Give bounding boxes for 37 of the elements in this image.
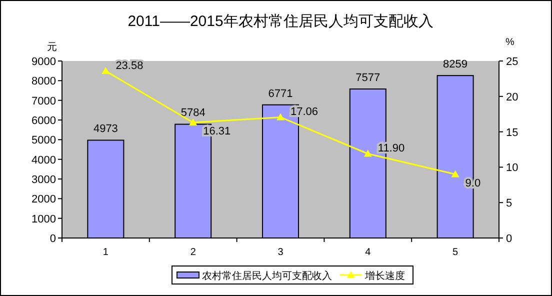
chart-title: 2011——2015年农村常住居民人均可支配收入	[128, 13, 434, 30]
y-tick-label: 3000	[32, 174, 56, 186]
y-tick-label: 8000	[32, 76, 56, 88]
x-tick-label: 5	[452, 247, 459, 258]
point	[276, 113, 284, 120]
y2-tick-label: 5	[506, 198, 512, 210]
y-tick-label: 7000	[32, 95, 56, 108]
point	[102, 67, 110, 74]
y2-tick-label: 25	[506, 56, 518, 68]
x-tick-label: 4	[365, 247, 372, 258]
data-label: 4973	[93, 123, 118, 136]
x-tick-label: 2	[190, 247, 196, 258]
y2-tick-label: 0	[506, 233, 512, 245]
x-tick-label: 3	[278, 247, 284, 258]
y-tick-label: 5000	[32, 134, 56, 147]
data-label: 5784	[180, 107, 206, 120]
point	[364, 150, 372, 157]
y-tick-label: 9000	[32, 56, 56, 68]
y2-tick-label: 15	[506, 126, 518, 139]
y2-tick-label: 10	[506, 162, 518, 174]
legend-label: 农村常住居民人均可支配收入	[202, 270, 332, 282]
data-label: 7577	[356, 72, 380, 84]
x-tick-label: 1	[102, 247, 109, 258]
data-label: 23.58	[116, 60, 144, 72]
legend-label: 增长速度	[364, 270, 405, 282]
y-tick-label: 1000	[32, 213, 56, 226]
y2-axis-title: %	[506, 37, 515, 48]
y2-tick-label: 20	[506, 91, 518, 104]
data-label: 8259	[443, 58, 468, 71]
y-tick-label: 4000	[32, 154, 56, 166]
y-tick-label: 6000	[32, 115, 56, 127]
y-tick-label: 2000	[32, 194, 56, 206]
point	[451, 170, 460, 178]
y-axis-title: 元	[47, 42, 57, 53]
y-tick-label: 0	[50, 233, 56, 245]
point	[189, 118, 198, 126]
data-label: 6771	[268, 88, 293, 100]
